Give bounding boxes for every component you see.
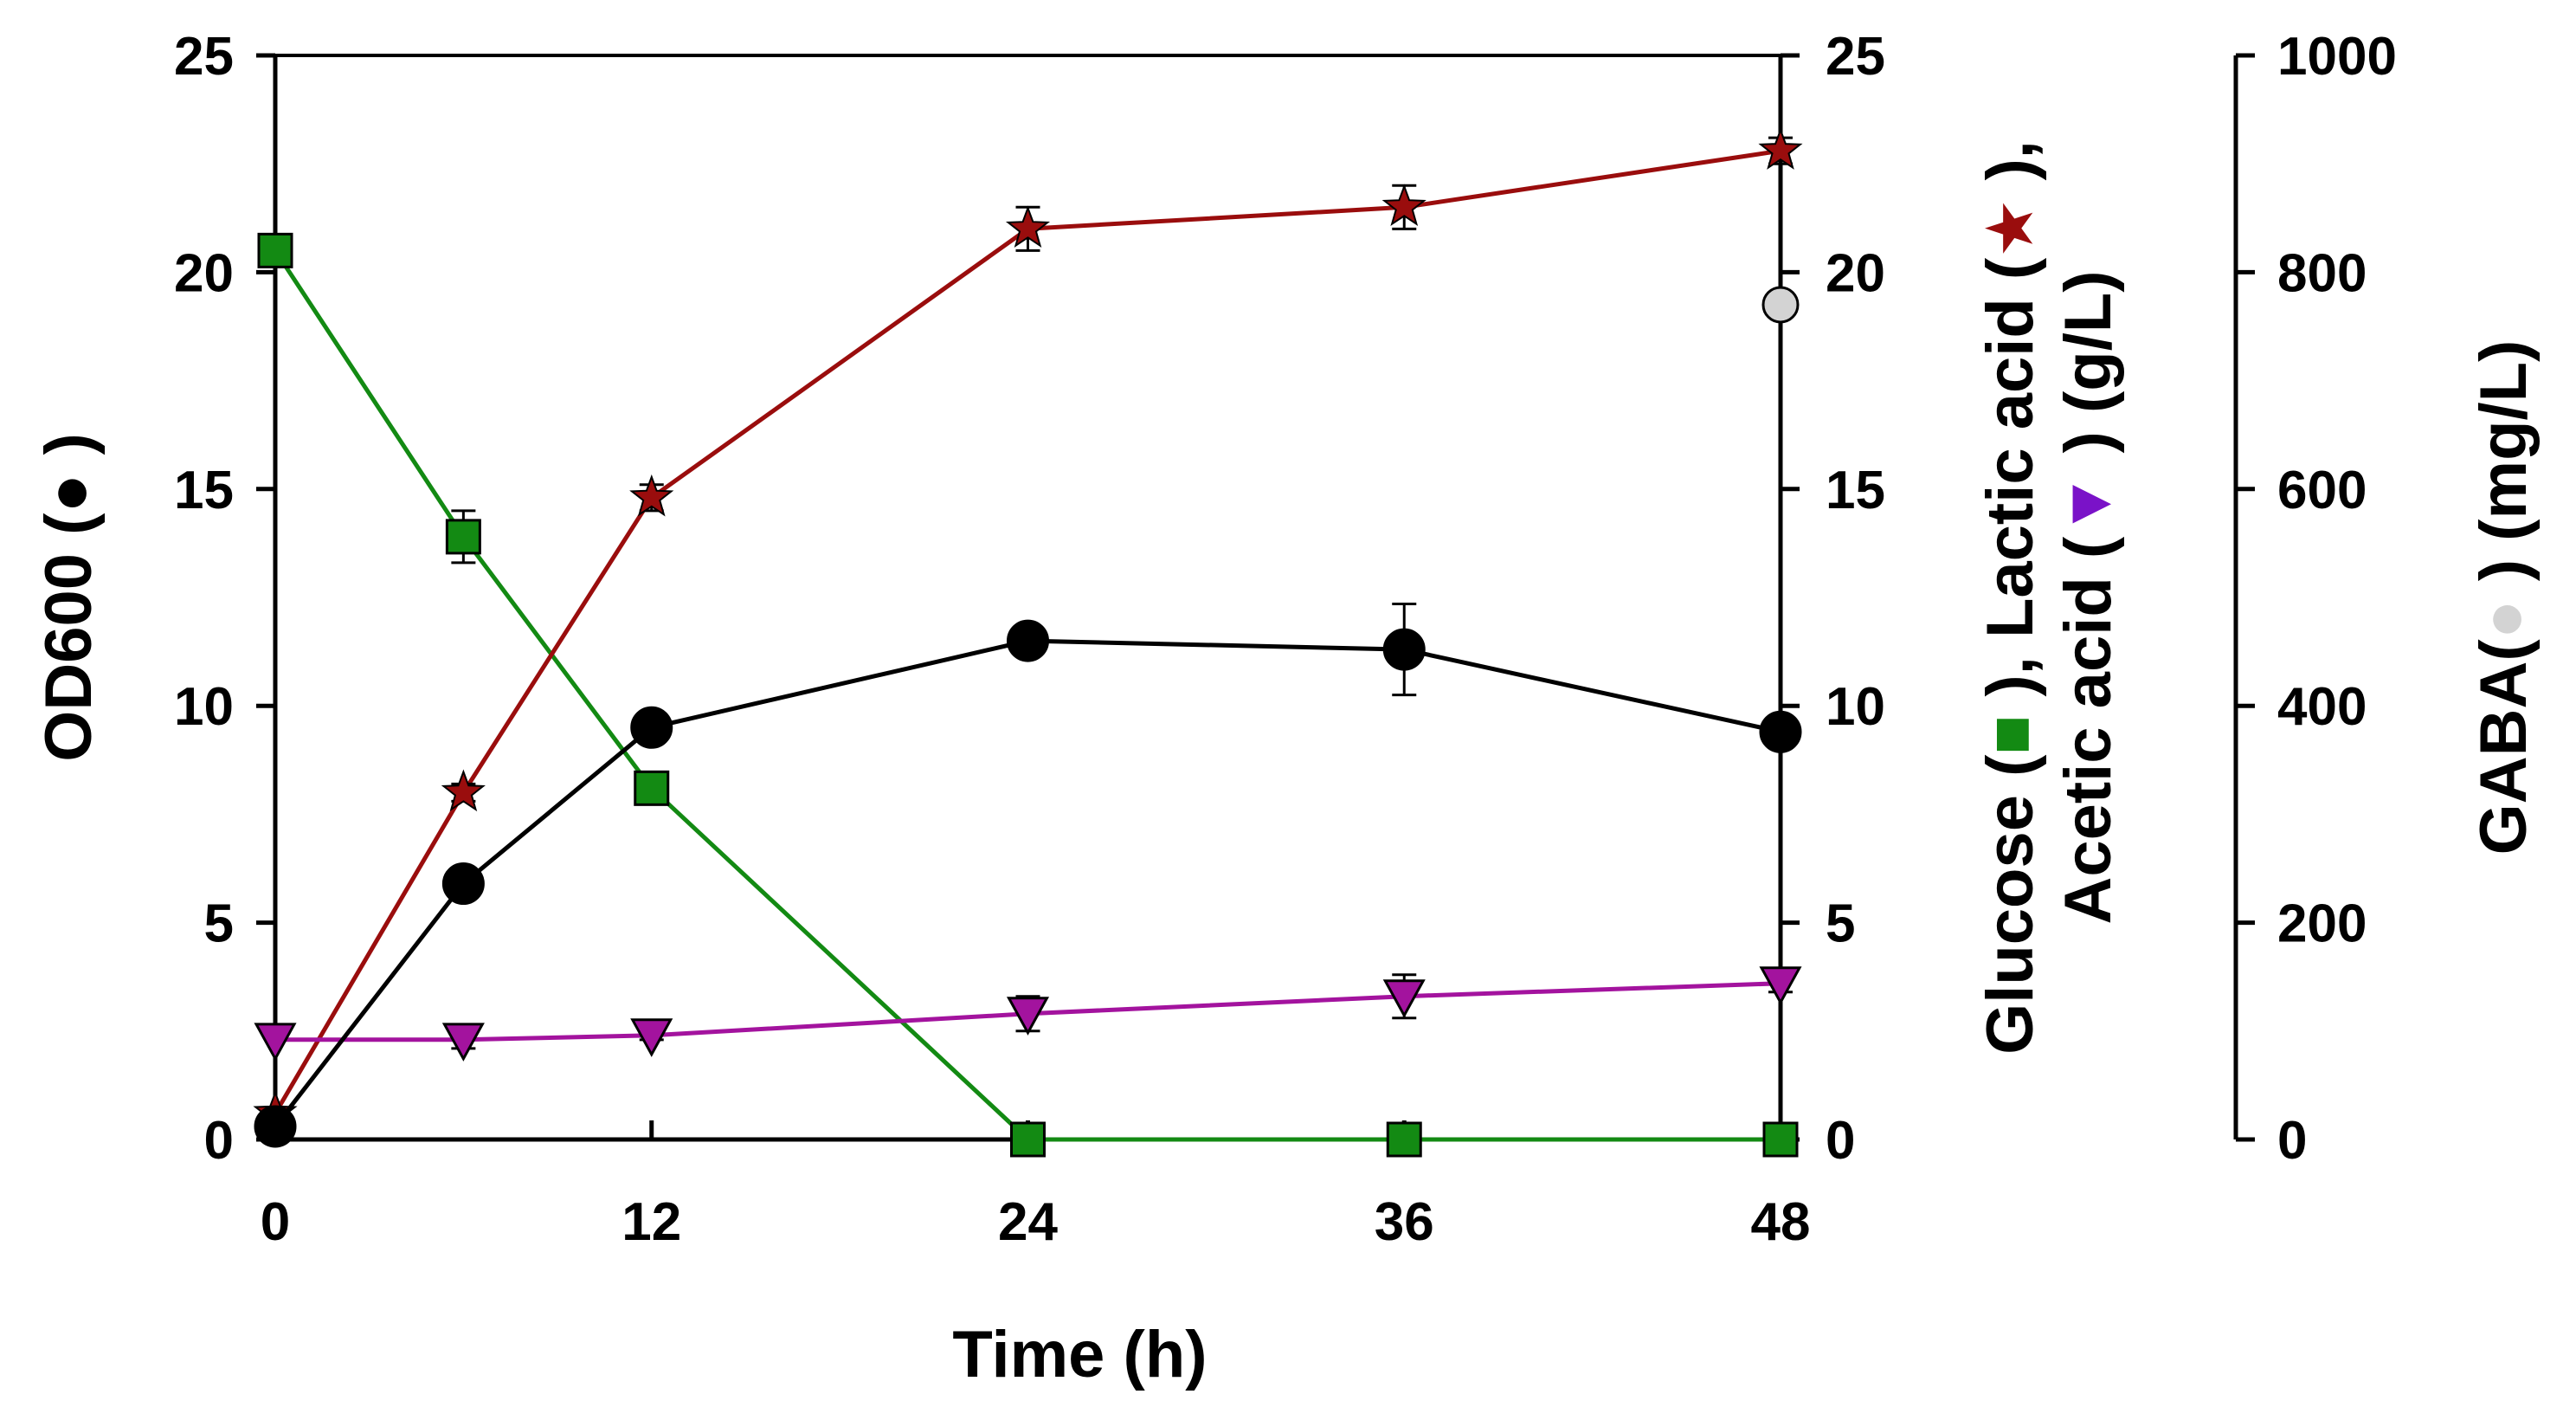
gaba-axis-tick-label: 600: [2277, 461, 2367, 520]
left-axis-tick-label: 10: [174, 677, 234, 737]
gaba-point: [1761, 286, 1800, 324]
left-axis-tick-label: 20: [174, 243, 234, 303]
gaba-axis-title-part: GABA(: [2467, 639, 2541, 855]
x-axis-tick-label: 48: [1751, 1192, 1811, 1252]
x-axis-tick-label: 0: [261, 1192, 290, 1252]
gaba-axis-tick-label: 400: [2277, 677, 2367, 737]
acetic-acid-point: [1759, 966, 1802, 1005]
left-axis-tick-label: 5: [204, 894, 234, 954]
glucose-line: [273, 249, 1781, 1142]
glucose-point: [634, 770, 670, 806]
od600-point: [630, 706, 673, 749]
od600-point: [1007, 619, 1049, 662]
x-axis-tick-label: 24: [998, 1192, 1058, 1252]
right-axis-tick-label: 5: [1826, 894, 1855, 954]
right-axis-title-line1-part: ),: [1974, 140, 2047, 199]
gaba-axis-tick-label: 0: [2277, 1111, 2307, 1171]
left-axis-tick-label: 15: [174, 461, 234, 520]
x-axis-tick-label: 36: [1375, 1192, 1434, 1252]
right-axis-tick-label: 10: [1826, 677, 1885, 737]
right-axis-title-line2-part: Acetic acid (: [2051, 536, 2125, 924]
left-axis-tick-label: 0: [204, 1111, 234, 1171]
glucose-point: [1762, 1121, 1799, 1158]
acetic-acid-point: [1382, 979, 1426, 1018]
gaba-axis-title-part: ●: [2467, 599, 2541, 639]
x-axis-title: Time (h): [952, 1318, 1207, 1391]
acetic-acid-line: [275, 981, 1781, 1042]
right-axis-title-line1-part: ), Lactic acid (: [1974, 257, 2047, 715]
gaba-axis-tick-label: 800: [2277, 243, 2367, 303]
right-axis-tick-label: 0: [1826, 1111, 1855, 1171]
lactic-acid-point: [629, 474, 674, 517]
x-axis-tick-label: 12: [621, 1192, 681, 1252]
acetic-acid-point: [254, 1023, 297, 1062]
lactic-acid-point: [441, 769, 486, 812]
right-axis-title-line2: Acetic acid (▼ ) (g/L): [2051, 270, 2125, 924]
lactic-acid-point: [1005, 205, 1051, 248]
right-axis-tick-label: 15: [1826, 461, 1885, 520]
acetic-acid-point: [441, 1023, 485, 1062]
right-axis-title-line2-part: ▼: [2051, 472, 2125, 537]
right-axis-title-line1-part: ■: [1974, 715, 2047, 755]
od600-point: [254, 1105, 297, 1148]
left-axis-title-part: ): [32, 433, 106, 473]
gaba-axis-title-part: ) (mg/L): [2467, 340, 2541, 600]
acetic-acid-point: [1006, 997, 1050, 1036]
lactic-acid-point: [1758, 127, 1803, 170]
od600-point: [1382, 628, 1426, 671]
lactic-acid-line: [273, 148, 1781, 1115]
left-axis-title-part: OD600 (: [32, 513, 106, 762]
glucose-point: [445, 519, 481, 555]
lactic-acid-point: [1381, 184, 1426, 227]
left-axis-tick-label: 25: [174, 27, 234, 87]
right-axis-title-line1: Glucose (■ ), Lactic acid (★ ),: [1974, 140, 2047, 1055]
left-axis-title-part: ●: [32, 474, 106, 513]
right-axis-title-line1-part: ★: [1974, 199, 2047, 258]
right-axis-tick-label: 25: [1826, 27, 1885, 87]
od600-point: [1759, 710, 1802, 753]
gaba-axis-tick-label: 1000: [2277, 27, 2397, 87]
right-axis-title-line2-part: ) (g/L): [2051, 270, 2125, 471]
glucose-point: [1386, 1121, 1422, 1158]
glucose-point: [1010, 1121, 1046, 1158]
right-axis-tick-label: 20: [1826, 243, 1885, 303]
left-axis-title: OD600 (● ): [32, 433, 106, 762]
acetic-acid-point: [630, 1018, 673, 1057]
glucose-point: [257, 232, 293, 268]
right-axis-title-line1-part: Glucose (: [1974, 754, 2047, 1055]
od600-line: [274, 638, 1781, 1128]
gaba-axis-tick-label: 200: [2277, 894, 2367, 954]
od600-point: [441, 862, 485, 906]
gaba-axis-title: GABA(● ) (mg/L): [2467, 340, 2541, 855]
